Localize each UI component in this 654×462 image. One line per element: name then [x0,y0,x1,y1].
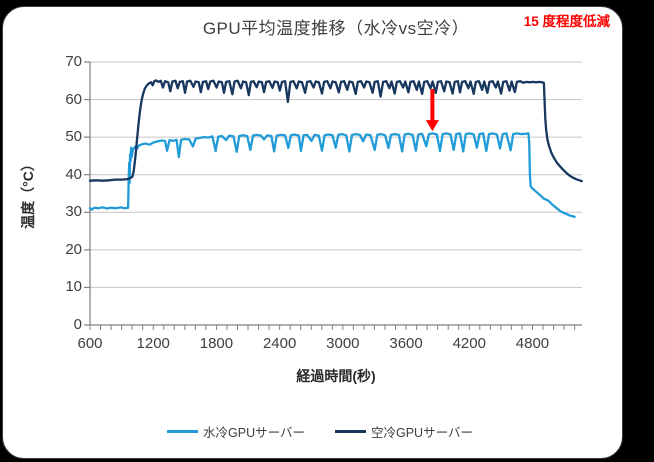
y-tick-label: 30 [65,203,82,221]
arrow-head-icon [425,120,439,132]
annotation-note: 15 度程度低減 [523,14,610,29]
series-line-air [88,79,583,183]
y-tick-label: 50 [65,128,82,146]
y-tick-label: 40 [65,165,82,183]
x-tick-label: 4800 [515,335,550,352]
x-tick-label: 1800 [199,335,234,352]
legend-label: 水冷GPUサーバー [203,425,305,440]
x-tick-label: 600 [77,335,103,352]
legend-line-swatch-icon [335,429,366,433]
y-tick-label: 0 [73,316,82,333]
legend-item-air: 空冷GPUサーバー [335,422,473,441]
x-axis-title: 経過時間(秒) [296,368,376,384]
chart-legend: 水冷GPUサーバー 空冷GPUサーバー [70,421,570,441]
x-tick-label: 1200 [136,335,170,352]
x-tick-label: 4200 [452,335,486,352]
x-tick-label: 2400 [262,335,297,352]
series-line-water [88,132,576,218]
x-tick-label: 3600 [389,335,423,352]
y-tick-label: 10 [65,278,82,296]
x-tick-label: 3000 [326,335,360,352]
y-tick-label: 20 [65,240,82,258]
y-axis-title: 温度（°C） [20,157,36,229]
legend-line-swatch-icon [167,429,199,433]
chart-title: GPU平均温度推移（水冷vs空冷） [202,19,470,38]
y-tick-label: 70 [65,53,82,70]
legend-label: 空冷GPUサーバー [371,425,473,440]
y-tick-label: 60 [65,90,82,108]
legend-item-water: 水冷GPUサーバー [167,422,305,441]
